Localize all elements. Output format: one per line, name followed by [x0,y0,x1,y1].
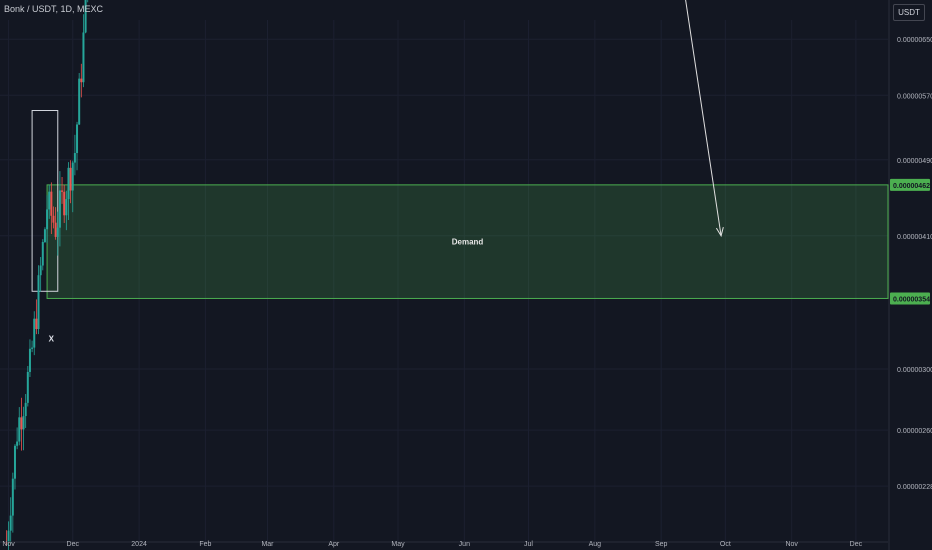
candle-body [39,265,42,276]
candle-body [80,78,83,83]
candle-body [41,242,44,266]
candle-body [43,229,46,243]
candle-body [84,0,87,33]
candle-body [35,318,38,330]
date-tick-11: Oct [720,541,731,548]
candle-body [46,209,49,230]
candle-body [28,348,31,372]
candle-body [73,153,76,163]
candle-body [31,347,34,349]
candle-body [63,191,66,216]
candle-body [58,190,61,228]
date-tick-8: Jul [524,541,533,548]
demand-zone [46,184,889,299]
structure-lines [685,0,724,238]
date-tick-13: Dec [850,541,863,548]
candle-body [16,441,19,446]
symbol-title: Bonk / USDT, 1D, MEXC [4,4,104,14]
price-tick-15: 0.00000300 [897,367,932,374]
candle-body [76,124,79,154]
date-axis: Nov Dec 2024 Feb Mar Apr May Jun Jul Aug Sep Oct Nov… [0,541,888,548]
candle-body [65,199,68,216]
date-tick-10: Sep [655,541,668,548]
candle-body [37,275,40,330]
candle-body [56,227,59,237]
date-tick-7: Jun [459,541,470,548]
wave-label-X: X [49,335,55,344]
date-tick-6: May [391,541,405,548]
demand-label: Demand [452,238,484,247]
candle-body [9,515,12,531]
date-tick-9: Aug [589,541,602,548]
currency-button[interactable]: USDT [893,4,925,21]
date-tick-1: Dec [67,541,80,548]
demand-bottom-tag: 0.00000354 [893,296,930,303]
x-box [31,110,59,292]
candles [5,0,89,550]
candle-body [71,162,74,191]
candle-body [67,167,70,200]
candle-body [26,371,29,403]
candle-body [13,445,16,479]
date-tick-3: Feb [199,541,211,548]
date-tick-0: Nov [2,541,15,548]
date-tick-12: Nov [785,541,798,548]
price-tick-11: 0.00000650 [897,37,932,44]
price-tick-14: 0.00000410 [897,234,932,241]
candle-body [78,78,81,125]
candle-body [18,417,21,442]
candle-body [52,215,55,223]
demand-top-tag-bg [890,178,930,191]
date-tick-5: Apr [328,541,340,548]
candle-body [11,478,14,516]
date-tick-2: 2024 [131,541,147,548]
candle-body [22,416,25,430]
candle-body [54,222,57,237]
price-axis: 0.000060000.000050000.000042000.00003600… [888,0,932,550]
projection-arrow [685,0,722,236]
wave-labels: abcdefgX [49,335,55,344]
candle-body [82,32,85,83]
candle-body [61,190,64,192]
candle-body [69,167,72,191]
price-tick-12: 0.00000570 [897,93,932,100]
price-tick-13: 0.00000490 [897,158,932,165]
demand-bottom-tag-bg [890,292,930,305]
date-tick-4: Mar [261,541,274,548]
candle-body [50,191,53,216]
candle-body [48,191,51,210]
price-tick-16: 0.00000260 [897,428,932,435]
candle-body [33,318,36,348]
price-tick-17: 0.00000228 [897,484,932,491]
candle-body [7,530,10,543]
demand-top-tag: 0.00000462 [893,183,930,190]
candle-body [20,417,23,430]
grid-lines [0,20,888,542]
zones: DemandSupplyinvalidation level [31,110,889,299]
candle-body [24,402,27,417]
projection-arrow-head [715,226,724,238]
